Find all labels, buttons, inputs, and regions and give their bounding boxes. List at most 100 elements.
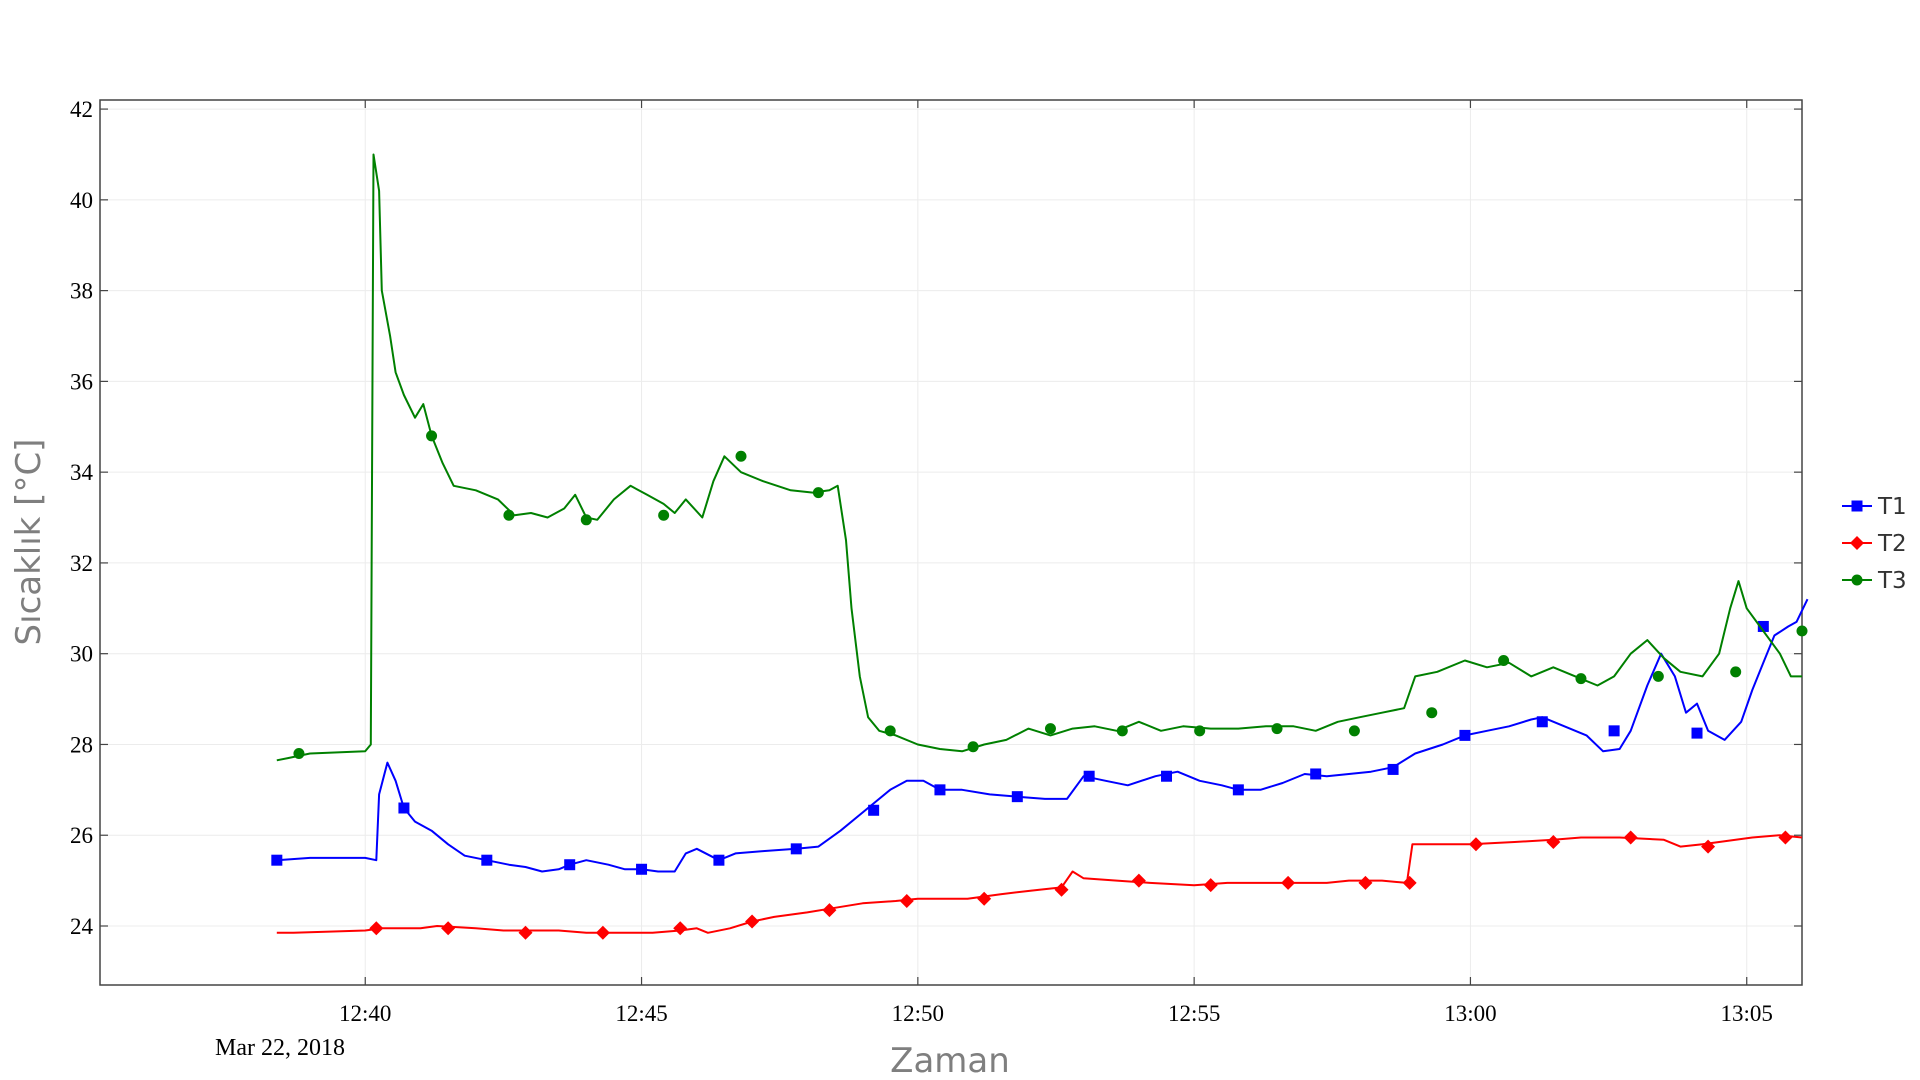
legend-item-t2[interactable]: T2 — [1842, 531, 1907, 557]
x-tick-label: 13:00 — [1444, 1001, 1496, 1026]
y-axis-title: Sıcaklık [°C] — [9, 439, 49, 646]
data-point-t1 — [1757, 620, 1769, 632]
legend-item-t3[interactable]: T3 — [1842, 568, 1907, 594]
data-point-t3 — [884, 725, 896, 737]
data-point-t3 — [293, 748, 305, 760]
data-point-t1 — [481, 854, 493, 866]
x-tick-label: 12:50 — [892, 1001, 944, 1026]
y-tick-label: 32 — [70, 551, 93, 576]
data-point-t2 — [1054, 882, 1069, 897]
legend-marker-t2 — [1850, 536, 1864, 550]
data-point-t1 — [868, 804, 880, 816]
series-line-t1 — [276, 598, 1809, 873]
legend-marker-t1 — [1851, 500, 1863, 512]
data-point-t1 — [1161, 770, 1173, 782]
data-point-t3 — [812, 487, 824, 499]
data-point-t2 — [1546, 835, 1561, 850]
data-point-t2 — [1281, 875, 1296, 890]
data-point-t2 — [1203, 878, 1218, 893]
data-point-t1 — [1387, 763, 1399, 775]
data-point-t3 — [1652, 670, 1664, 682]
x-axis-title: Zaman — [890, 1041, 1010, 1080]
data-point-t1 — [1011, 791, 1023, 803]
data-point-t2 — [899, 894, 914, 909]
data-point-t3 — [580, 514, 592, 526]
series-t1 — [271, 598, 1809, 875]
data-point-t2 — [1701, 839, 1716, 854]
data-point-t1 — [1536, 716, 1548, 728]
series-line-t3 — [276, 153, 1802, 762]
data-point-t2 — [1402, 875, 1417, 890]
data-point-t1 — [1459, 729, 1471, 741]
legend-label-t2: T2 — [1877, 531, 1907, 557]
y-tick-label: 34 — [70, 460, 94, 485]
x-tick-label: 12:40 — [339, 1001, 391, 1026]
axis-ticks: 24 26 28 30 32 34 36 38 40 42 12:40 12:45 12:50 12:55… — [70, 97, 1802, 1026]
data-point-t2 — [518, 925, 533, 940]
data-point-t2 — [822, 903, 837, 918]
series-line-t2 — [276, 834, 1803, 934]
data-point-t2 — [595, 925, 610, 940]
legend-item-t1[interactable]: T1 — [1842, 494, 1907, 520]
data-point-t3 — [735, 450, 747, 462]
data-point-t3 — [658, 509, 670, 521]
x-axis-date-label: Mar 22, 2018 — [215, 1035, 345, 1061]
data-point-t3 — [503, 509, 515, 521]
legend: T1 T2 T3 — [1842, 494, 1907, 594]
data-point-t2 — [369, 921, 384, 936]
y-tick-label: 24 — [70, 914, 94, 939]
data-point-t2 — [745, 914, 760, 929]
plot-area-frame — [99, 99, 1803, 986]
data-point-t2 — [441, 921, 456, 936]
data-point-t3 — [1044, 723, 1056, 735]
y-tick-label: 42 — [70, 97, 93, 122]
data-point-t1 — [1691, 727, 1703, 739]
y-tick-label: 38 — [70, 279, 93, 304]
grid-lines — [100, 100, 1802, 985]
data-point-t3 — [1498, 655, 1510, 666]
data-point-t2 — [673, 921, 688, 936]
data-point-t3 — [1271, 723, 1283, 735]
data-point-t2 — [977, 891, 992, 906]
data-point-t3 — [1796, 625, 1808, 637]
y-tick-label: 30 — [70, 642, 93, 667]
y-tick-label: 40 — [70, 188, 93, 213]
data-point-t1 — [564, 859, 576, 871]
data-point-t3 — [967, 741, 979, 753]
data-point-t2 — [1131, 873, 1146, 888]
data-point-t1 — [636, 863, 648, 875]
data-point-t2 — [1468, 837, 1483, 852]
data-point-t1 — [1232, 784, 1244, 796]
data-point-t1 — [271, 854, 283, 866]
data-point-t3 — [1426, 707, 1438, 719]
data-point-t1 — [934, 784, 946, 796]
data-point-t3 — [1730, 666, 1742, 678]
legend-marker-t3 — [1851, 574, 1863, 586]
data-point-t1 — [1608, 725, 1620, 737]
data-point-t1 — [1310, 768, 1322, 780]
data-point-t3 — [1116, 725, 1128, 737]
series-layer — [271, 153, 1809, 940]
series-t3 — [276, 153, 1808, 762]
data-point-t3 — [1194, 725, 1206, 737]
data-point-t1 — [1083, 770, 1095, 782]
x-tick-label: 12:55 — [1168, 1001, 1220, 1026]
data-point-t3 — [1575, 673, 1587, 685]
data-point-t1 — [398, 802, 410, 814]
data-point-t2 — [1623, 830, 1638, 845]
legend-label-t1: T1 — [1877, 494, 1907, 520]
data-point-t2 — [1358, 875, 1373, 890]
data-point-t3 — [1348, 725, 1360, 737]
x-tick-label: 13:05 — [1721, 1001, 1773, 1026]
y-tick-label: 26 — [70, 823, 93, 848]
data-point-t1 — [713, 854, 725, 866]
legend-label-t3: T3 — [1877, 568, 1907, 594]
data-point-t1 — [790, 843, 802, 855]
y-tick-label: 36 — [70, 369, 93, 394]
data-point-t2 — [1778, 830, 1793, 845]
y-tick-label: 28 — [70, 732, 93, 757]
data-point-t3 — [426, 430, 438, 442]
x-tick-label: 12:45 — [615, 1001, 667, 1026]
series-t2 — [276, 830, 1803, 940]
